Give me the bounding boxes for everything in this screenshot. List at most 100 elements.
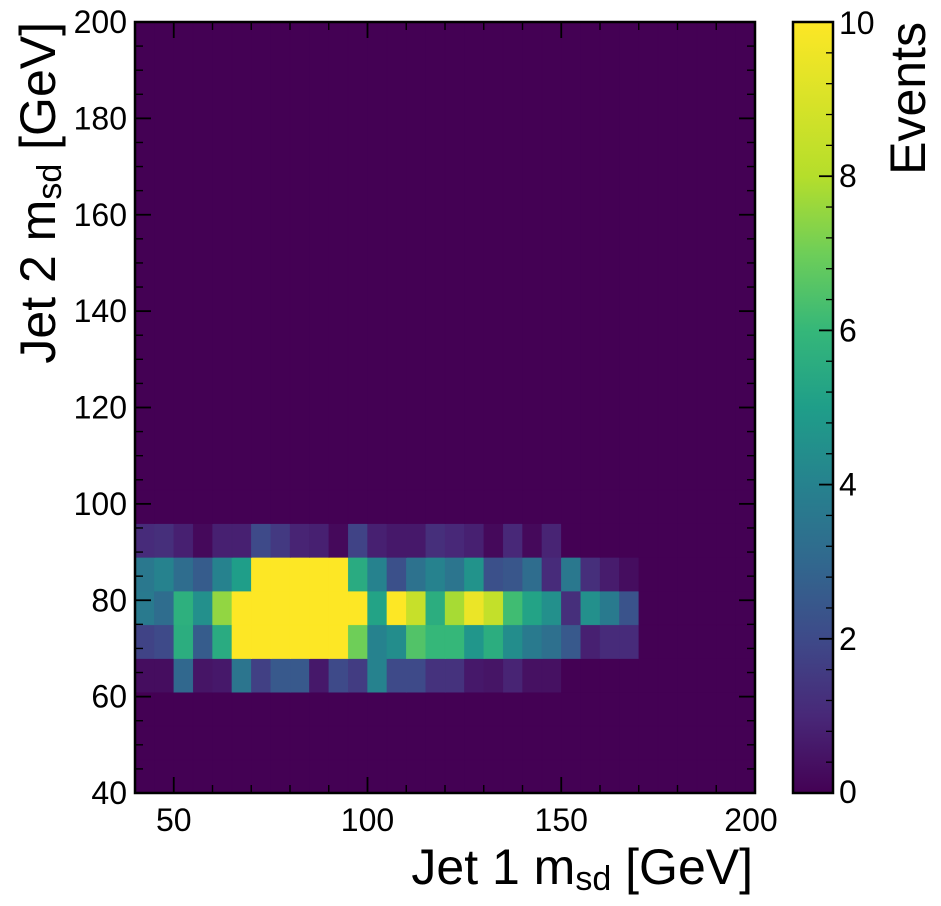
heatmap-cell: [232, 22, 252, 490]
x-axis-title: Jet 1 msd [GeV]: [411, 839, 753, 898]
heatmap-cell: [445, 591, 465, 625]
heatmap-cell: [600, 591, 620, 625]
heatmap-cell: [251, 22, 271, 490]
heatmap-cell: [581, 557, 601, 591]
heatmap-cell: [387, 557, 407, 591]
heatmap-cell: [348, 726, 368, 760]
heatmap-cell: [193, 523, 213, 557]
heatmap-cell: [542, 759, 562, 793]
heatmap-cell: [678, 692, 698, 726]
heatmap-cell: [523, 489, 543, 523]
heatmap-cell: [678, 658, 698, 692]
heatmap-cell: [464, 557, 484, 591]
heatmap-cell: [484, 692, 504, 726]
heatmap-cell: [368, 624, 388, 658]
heatmap-cell: [309, 523, 329, 557]
heatmap-cell: [271, 692, 291, 726]
heatmap-cell: [484, 591, 504, 625]
colorbar-tick-label: 10: [839, 5, 875, 41]
heatmap-cell: [329, 692, 349, 726]
x-axis-title-subscript: sd: [575, 860, 611, 898]
y-tick-label: 140: [74, 293, 127, 329]
colorbar-tick-label: 0: [839, 774, 857, 810]
heatmap-cell: [581, 759, 601, 793]
heatmap-cell: [309, 658, 329, 692]
heatmap-cell: [523, 22, 543, 490]
heatmap-cell: [309, 692, 329, 726]
heatmap-cell: [232, 726, 252, 760]
colorbar-tick-label: 2: [839, 621, 857, 657]
heatmap-cell: [697, 591, 717, 625]
y-axis-title: Jet 2 msd [GeV]: [10, 22, 69, 364]
heatmap-cell: [658, 22, 678, 490]
heatmap-cell: [271, 557, 291, 591]
heatmap-cell: [503, 658, 523, 692]
heatmap-cell: [619, 624, 639, 658]
heatmap-cell: [348, 557, 368, 591]
heatmap-cell: [445, 726, 465, 760]
x-axis-title-main: Jet 1 m: [411, 839, 575, 895]
heatmap-cell: [213, 624, 233, 658]
y-tick-label: 100: [74, 486, 127, 522]
heatmap-cell: [154, 489, 174, 523]
heatmap-cell: [348, 759, 368, 793]
heatmap-cell: [523, 759, 543, 793]
heatmap-cell: [251, 489, 271, 523]
heatmap-cell: [154, 692, 174, 726]
heatmap-cell: [368, 591, 388, 625]
heatmap-cell: [619, 591, 639, 625]
heatmap-cell: [464, 523, 484, 557]
heatmap-cell: [290, 591, 310, 625]
heatmap-cell: [523, 523, 543, 557]
heatmap-cell: [523, 624, 543, 658]
heatmap-cell: [678, 591, 698, 625]
heatmap-cell: [716, 759, 736, 793]
heatmap-cell: [290, 22, 310, 490]
y-tick-label: 60: [91, 679, 127, 715]
heatmap-cell: [329, 489, 349, 523]
heatmap-cell: [251, 726, 271, 760]
heatmap-cell: [542, 591, 562, 625]
heatmap-cell: [542, 523, 562, 557]
heatmap-cell: [232, 557, 252, 591]
heatmap-cell: [271, 759, 291, 793]
y-axis-title-main: Jet 2 m: [10, 200, 66, 364]
heatmap-cell: [368, 489, 388, 523]
heatmap-cell: [174, 557, 194, 591]
heatmap-cell: [445, 557, 465, 591]
heatmap-cell: [658, 523, 678, 557]
y-tick-label: 80: [91, 582, 127, 618]
heatmap-cell: [271, 523, 291, 557]
heatmap-cell: [232, 759, 252, 793]
heatmap-cell: [348, 624, 368, 658]
heatmap-cell: [193, 726, 213, 760]
colorbar-tick-label: 4: [839, 467, 857, 503]
y-tick-label: 180: [74, 100, 127, 136]
heatmap-cell: [251, 759, 271, 793]
heatmap-cell: [697, 658, 717, 692]
heatmap-cell: [445, 658, 465, 692]
heatmap-cell: [426, 759, 446, 793]
heatmap-cell: [251, 523, 271, 557]
heatmap-cell: [639, 591, 659, 625]
heatmap-cell: [348, 523, 368, 557]
heatmap-cell: [464, 658, 484, 692]
heatmap-cell: [154, 624, 174, 658]
heatmap-cell: [697, 692, 717, 726]
heatmap-cell: [716, 22, 736, 490]
heatmap-cell: [581, 523, 601, 557]
heatmap-cell: [619, 22, 639, 490]
heatmap-cell: [736, 557, 756, 591]
heatmap-cell: [523, 726, 543, 760]
heatmap-cell: [329, 759, 349, 793]
heatmap-cell: [464, 624, 484, 658]
heatmap-cell: [464, 692, 484, 726]
heatmap-cell: [232, 591, 252, 625]
heatmap-cell: [406, 759, 426, 793]
heatmap-cell: [193, 489, 213, 523]
y-axis-title-subscript: sd: [31, 164, 69, 200]
heatmap-cell: [154, 557, 174, 591]
heatmap-cell: [348, 22, 368, 490]
heatmap-cell: [484, 557, 504, 591]
